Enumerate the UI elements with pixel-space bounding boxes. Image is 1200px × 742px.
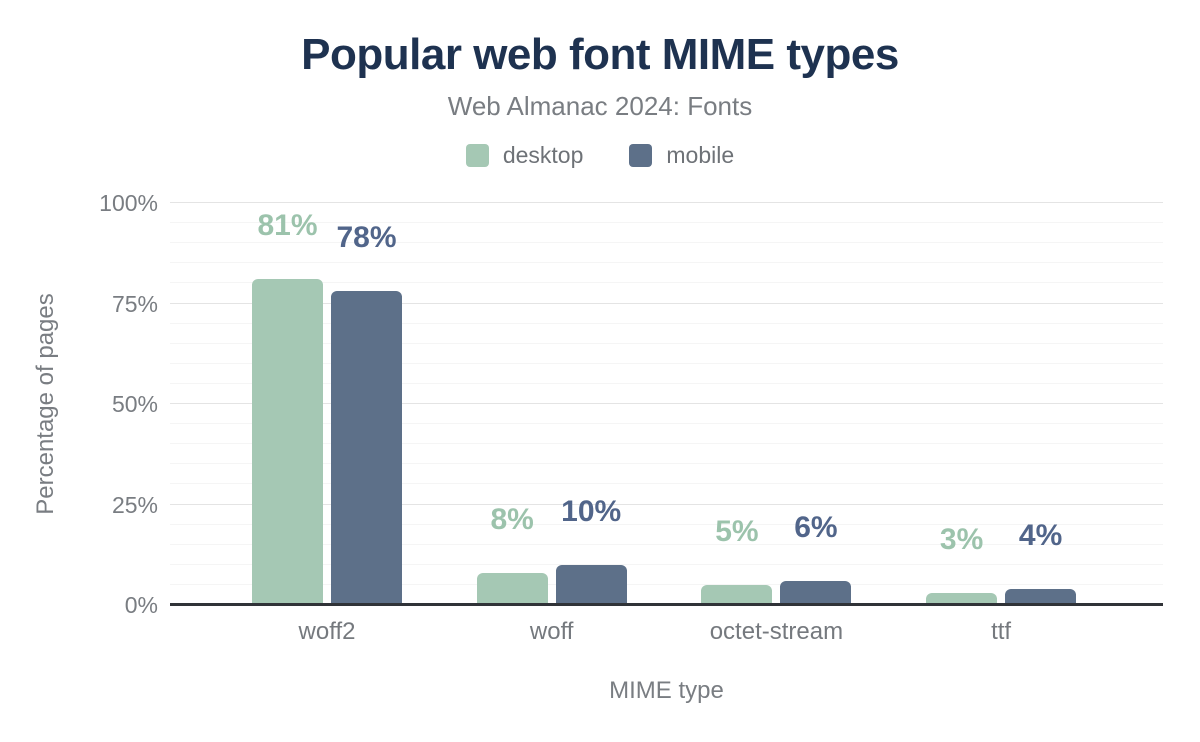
gridline-minor <box>170 583 1163 585</box>
legend-item-mobile[interactable]: mobile <box>629 142 734 169</box>
gridline-minor <box>170 463 1163 465</box>
chart-title: Popular web font MIME types <box>301 30 899 79</box>
legend-item-desktop[interactable]: desktop <box>465 142 584 169</box>
value-label-mobile-woff: 10% <box>561 494 622 528</box>
y-tick-label: 25% <box>111 491 158 518</box>
gridline-minor <box>170 362 1163 364</box>
gridline-minor <box>170 262 1163 264</box>
gridline-minor <box>170 222 1163 224</box>
bar-desktop-woff[interactable] <box>476 572 548 605</box>
gridline-minor <box>170 282 1163 284</box>
gridline-major <box>170 302 1163 304</box>
legend-label: desktop <box>502 142 584 168</box>
y-tick-label: 50% <box>111 391 158 417</box>
x-tick-label-octet-stream: octet-stream <box>709 618 844 645</box>
gridline-minor <box>170 322 1163 324</box>
value-label-desktop-octet-stream: 5% <box>715 514 759 548</box>
x-axis-line <box>170 603 1163 606</box>
legend-swatch-desktop <box>465 144 489 167</box>
legend-label: mobile <box>666 142 735 168</box>
value-label-mobile-octet-stream: 6% <box>794 510 838 544</box>
bar-mobile-octet-stream[interactable] <box>780 580 852 605</box>
gridline-major <box>170 503 1163 505</box>
bar-mobile-woff[interactable] <box>555 564 627 605</box>
bar-desktop-woff2[interactable] <box>252 279 323 605</box>
gridline-major <box>170 403 1163 404</box>
bar-desktop-octet-stream[interactable] <box>701 584 773 605</box>
value-label-mobile-woff2: 78% <box>336 221 397 255</box>
chart-subtitle: Web Almanac 2024: Fonts <box>447 91 753 121</box>
gridline-minor <box>170 342 1163 344</box>
legend: desktop mobile <box>0 142 1200 169</box>
value-label-desktop-ttf: 3% <box>939 522 984 556</box>
gridline-minor <box>170 543 1163 545</box>
value-label-desktop-woff: 8% <box>490 502 534 536</box>
gridline-minor <box>170 382 1163 384</box>
legend-swatch-mobile <box>629 144 653 167</box>
y-tick-label: 75% <box>111 290 158 317</box>
x-tick-label-woff2: woff2 <box>298 618 356 645</box>
gridline-minor <box>170 563 1163 565</box>
bar-desktop-ttf[interactable] <box>926 592 998 605</box>
gridline-minor <box>170 242 1163 244</box>
y-tick-label: 0% <box>124 592 158 618</box>
gridline-minor <box>170 523 1163 525</box>
gridline-major <box>170 202 1163 203</box>
bar-mobile-woff2[interactable] <box>331 291 402 605</box>
gridline-minor <box>170 443 1163 445</box>
y-tick-label: 100% <box>99 190 158 216</box>
gridline-minor <box>170 483 1163 485</box>
x-tick-label-woff: woff <box>529 618 574 645</box>
value-label-mobile-ttf: 4% <box>1018 518 1063 552</box>
value-label-desktop-woff2: 81% <box>257 209 318 243</box>
bar-mobile-ttf[interactable] <box>1005 588 1077 605</box>
x-tick-label-ttf: ttf <box>991 618 1012 645</box>
gridline-minor <box>170 423 1163 425</box>
plot-area: 81% 78% 8% 10% 5% 6% 3% 4% <box>170 202 1163 606</box>
x-axis-title: MIME type <box>609 677 724 704</box>
